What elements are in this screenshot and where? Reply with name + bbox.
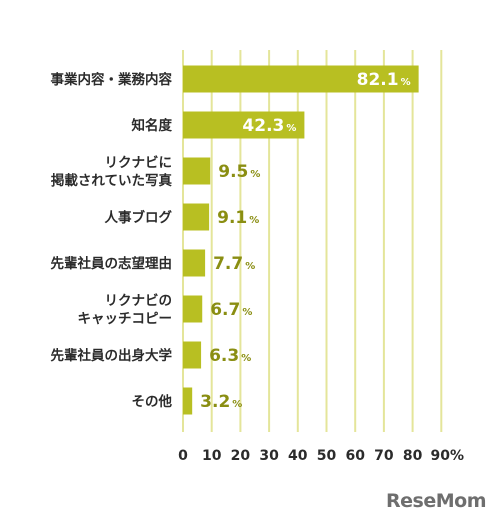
x-tick-label: 90% [431,448,465,464]
category-label: リクナビに掲載されていた写真 [51,155,173,189]
value-label: 42.3% [242,116,296,136]
x-tick-label: 30 [259,448,279,464]
x-tick-label: 60 [345,448,365,464]
x-tick-label: 20 [231,448,251,464]
grid-lines [182,50,443,432]
x-tick-label: 40 [288,448,308,464]
value-label: 9.1% [217,208,259,228]
category-labels: 事業内容・業務内容知名度リクナビに掲載されていた写真人事ブログ先輩社員の志望理由… [51,71,173,410]
category-label: 事業内容・業務内容 [51,71,173,88]
category-label: 先輩社員の志望理由 [51,255,173,272]
value-label: 7.7% [213,254,255,274]
category-label: その他 [132,393,173,410]
x-tick-label: 70 [374,448,394,464]
bar [183,111,305,139]
bar [183,341,202,369]
x-axis-ticks: 0 10 20 30 40 50 60 70 80 90% [178,448,464,464]
bar [183,249,206,277]
value-label: 82.1% [357,70,411,90]
category-label: 人事ブログ [105,209,173,226]
bars [183,65,419,415]
bar [183,295,203,323]
value-label: 6.3% [209,346,251,366]
category-label: 知名度 [132,117,173,134]
x-tick-label: 0 [178,448,188,464]
bar [183,157,211,185]
category-label: リクナビのキャッチコピー [78,293,173,327]
value-labels: 82.1 % 42.3 % 9.5 % 9.1 % 7.7 % 6.7 % 6.3 % 3.2% [200,70,410,412]
x-tick-label: 50 [317,448,337,464]
value-label: 9.5% [218,162,260,182]
value-label: 6.7% [210,300,252,320]
value-label: 3.2% [200,392,242,412]
resemom-logo: ReseMom [386,490,486,512]
x-tick-label: 80 [403,448,423,464]
bar [183,203,210,231]
bar [183,65,419,93]
category-label: 先輩社員の出身大学 [51,347,173,364]
x-tick-label: 10 [202,448,222,464]
bar [183,387,193,415]
